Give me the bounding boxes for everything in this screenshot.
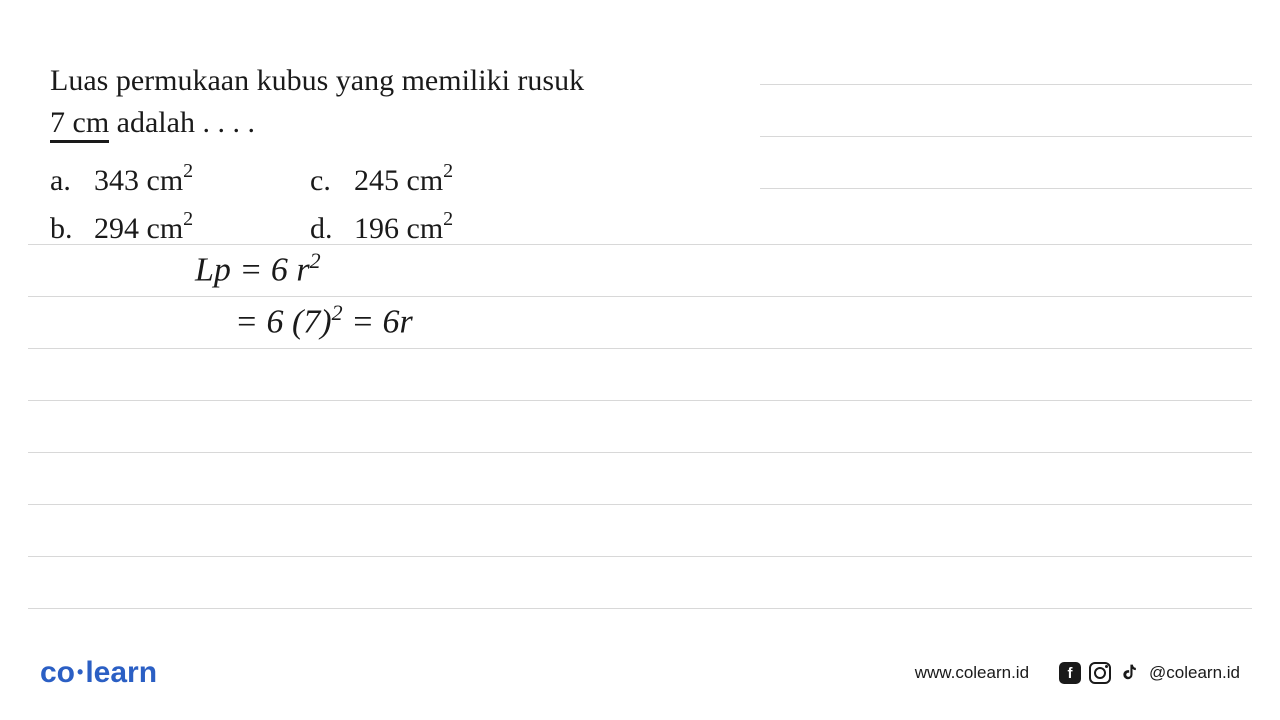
question-block: Luas permukaan kubus yang memiliki rusuk… [0, 0, 1280, 246]
website-url: www.colearn.id [915, 663, 1029, 683]
option-d: d. 196 cm2 [310, 210, 570, 246]
option-letter: b. [50, 212, 94, 246]
ruled-line [28, 400, 1252, 401]
logo-dot-icon: • [77, 662, 83, 682]
social-handle: @colearn.id [1149, 663, 1240, 683]
question-suffix: adalah . . . . [109, 106, 255, 139]
option-value: 343 cm2 [94, 162, 193, 198]
option-a: a. 343 cm2 [50, 162, 310, 198]
footer: co•learn www.colearn.id f @colearn.id [0, 656, 1280, 690]
facebook-icon: f [1059, 662, 1081, 684]
option-b: b. 294 cm2 [50, 210, 310, 246]
option-value: 245 cm2 [354, 162, 453, 198]
question-text-line2: 7 cm adalah . . . . [50, 102, 1230, 144]
instagram-icon [1089, 662, 1111, 684]
option-value: 294 cm2 [94, 210, 193, 246]
option-value: 196 cm2 [354, 210, 453, 246]
logo-learn: learn [85, 656, 157, 689]
handwritten-work-line2: = 6 (7)2 = 6r [235, 300, 413, 341]
footer-right: www.colearn.id f @colearn.id [915, 662, 1240, 684]
option-letter: d. [310, 212, 354, 246]
handwritten-work-line1: Lp = 6 r2 [195, 248, 321, 289]
social-links: f @colearn.id [1059, 662, 1240, 684]
ruled-line [28, 608, 1252, 609]
option-letter: c. [310, 164, 354, 198]
logo-co: co [40, 656, 75, 689]
brand-logo: co•learn [40, 656, 157, 690]
ruled-line [28, 296, 1252, 297]
tiktok-icon [1119, 662, 1141, 684]
ruled-line [28, 452, 1252, 453]
option-c: c. 245 cm2 [310, 162, 570, 198]
ruled-line [28, 504, 1252, 505]
question-text-line1: Luas permukaan kubus yang memiliki rusuk [50, 60, 1230, 102]
ruled-line [28, 348, 1252, 349]
ruled-line [28, 556, 1252, 557]
option-letter: a. [50, 164, 94, 198]
underlined-value: 7 cm [50, 106, 109, 143]
answer-options: a. 343 cm2 c. 245 cm2 b. 294 cm2 d. 196 … [50, 162, 1230, 246]
